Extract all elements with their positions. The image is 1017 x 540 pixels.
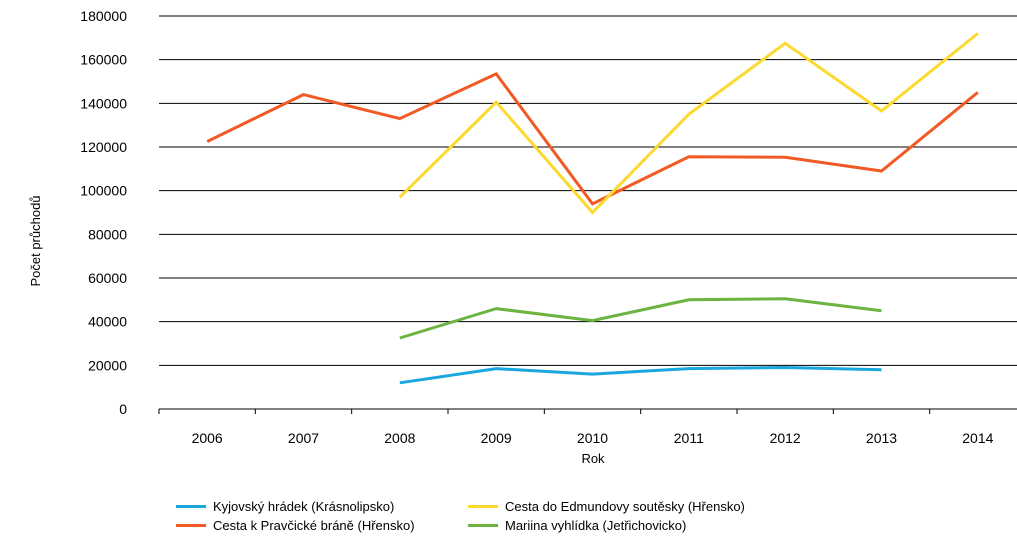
x-axis-tick-labels: 2006 2007 2008 2009 2010 2011 2012 2013 2014 xyxy=(192,430,994,446)
x-tick-label: 2012 xyxy=(770,430,801,446)
y-tick-label: 100000 xyxy=(80,183,127,199)
y-tick-label: 40000 xyxy=(88,314,127,330)
series-line xyxy=(398,32,979,215)
y-tick-label: 120000 xyxy=(80,139,127,155)
legend: Kyjovský hrádek (Krásnolipsko) Cesta do … xyxy=(176,497,816,534)
y-tick-label: 160000 xyxy=(80,52,127,68)
legend-label: Mariina vyhlídka (Jetřichovicko) xyxy=(505,517,687,533)
legend-swatch xyxy=(176,523,206,527)
x-axis-ticks xyxy=(158,409,931,414)
series-lines xyxy=(206,32,979,385)
x-axis-title: Rok xyxy=(581,451,605,466)
series-line xyxy=(399,297,882,340)
y-tick-label: 180000 xyxy=(80,8,127,24)
legend-item: Mariina vyhlídka (Jetřichovicko) xyxy=(468,516,798,534)
line-chart: 0 20000 40000 60000 80000 100000 120000 140000 1… xyxy=(28,8,1017,466)
series-line xyxy=(399,365,882,385)
y-tick-label: 60000 xyxy=(88,270,127,286)
legend-label: Cesta do Edmundovy soutěsky (Hřensko) xyxy=(505,498,745,514)
y-axis-title: Počet průchodů xyxy=(28,195,43,286)
legend-item: Cesta k Pravčické bráně (Hřensko) xyxy=(176,516,468,534)
x-tick-label: 2006 xyxy=(192,430,223,446)
x-tick-label: 2014 xyxy=(962,430,993,446)
legend-item: Kyjovský hrádek (Krásnolipsko) xyxy=(176,497,468,515)
y-axis-tick-labels: 0 20000 40000 60000 80000 100000 120000 140000 1… xyxy=(80,8,127,417)
legend-item: Cesta do Edmundovy soutěsky (Hřensko) xyxy=(468,497,798,515)
x-tick-label: 2009 xyxy=(481,430,512,446)
legend-swatch xyxy=(468,523,498,527)
legend-label: Cesta k Pravčické bráně (Hřensko) xyxy=(213,517,415,533)
legend-label: Kyjovský hrádek (Krásnolipsko) xyxy=(213,498,395,514)
x-tick-label: 2011 xyxy=(674,430,704,446)
legend-swatch xyxy=(468,504,498,508)
series-line xyxy=(206,72,979,206)
x-tick-label: 2013 xyxy=(866,430,897,446)
x-tick-label: 2010 xyxy=(577,430,608,446)
x-tick-label: 2008 xyxy=(384,430,415,446)
y-tick-label: 80000 xyxy=(88,226,127,242)
legend-swatch xyxy=(176,504,206,508)
y-tick-label: 0 xyxy=(119,401,127,417)
x-tick-label: 2007 xyxy=(288,430,319,446)
gridlines xyxy=(159,15,1017,410)
y-tick-label: 20000 xyxy=(88,357,127,373)
y-tick-label: 140000 xyxy=(80,95,127,111)
